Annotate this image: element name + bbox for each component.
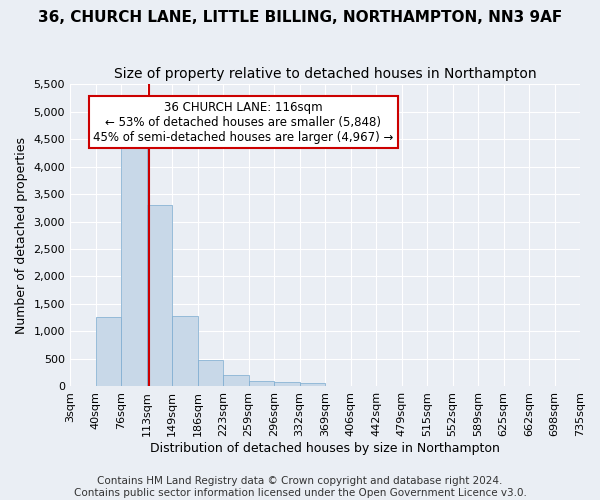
Text: Contains HM Land Registry data © Crown copyright and database right 2024.
Contai: Contains HM Land Registry data © Crown c…: [74, 476, 526, 498]
Bar: [197, 360, 223, 386]
Bar: [223, 374, 248, 386]
Title: Size of property relative to detached houses in Northampton: Size of property relative to detached ho…: [114, 68, 536, 82]
Bar: [146, 205, 172, 386]
Bar: [248, 381, 274, 386]
Text: 36, CHURCH LANE, LITTLE BILLING, NORTHAMPTON, NN3 9AF: 36, CHURCH LANE, LITTLE BILLING, NORTHAM…: [38, 10, 562, 25]
Bar: [172, 316, 197, 386]
Bar: [299, 383, 325, 386]
Bar: [274, 382, 299, 386]
X-axis label: Distribution of detached houses by size in Northampton: Distribution of detached houses by size …: [150, 442, 500, 455]
Text: 36 CHURCH LANE: 116sqm
← 53% of detached houses are smaller (5,848)
45% of semi-: 36 CHURCH LANE: 116sqm ← 53% of detached…: [93, 100, 394, 144]
Y-axis label: Number of detached properties: Number of detached properties: [15, 137, 28, 334]
Bar: [95, 316, 121, 386]
Bar: [121, 148, 146, 386]
